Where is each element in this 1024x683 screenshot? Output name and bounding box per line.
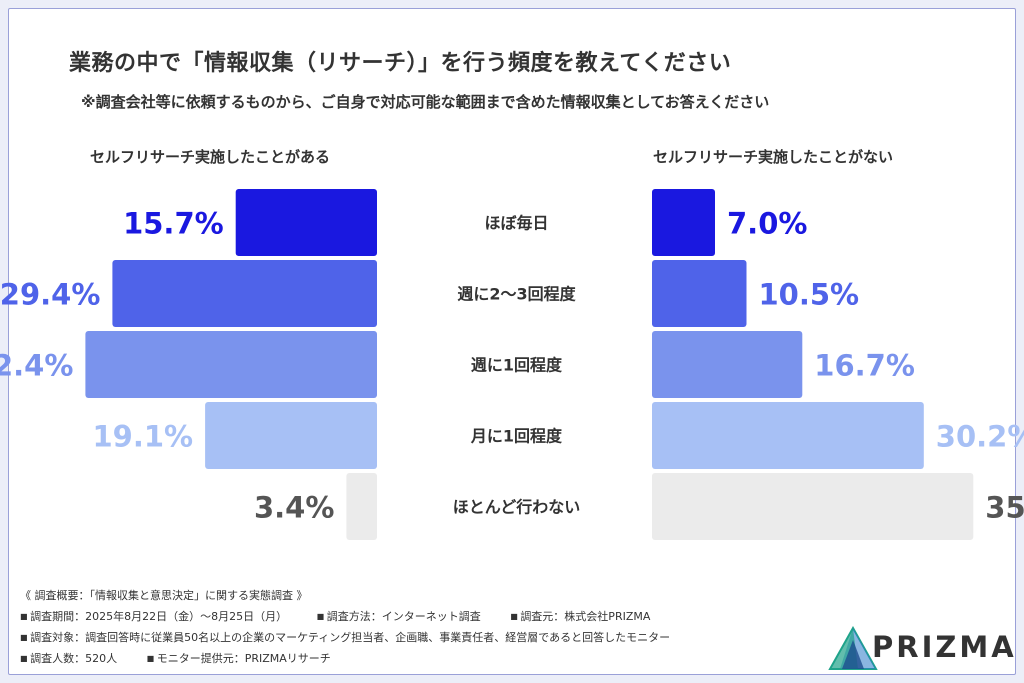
category-label-4: ほとんど行わない — [453, 498, 581, 517]
footer-heading: 《 調査概要：「情報収集と意思決定」に関する実態調査 》 — [20, 589, 308, 602]
left-value-label-4: 3.4% — [254, 491, 334, 525]
footer-method: 調査方法：インターネット調査 — [317, 610, 481, 623]
footer-count: 調査人数：520人 — [20, 652, 117, 665]
category-label-2: 週に1回程度 — [471, 356, 563, 375]
left-bar-2 — [85, 331, 378, 398]
left-value-label-1: 29.4% — [0, 278, 100, 312]
left-value-label-0: 15.7% — [123, 207, 224, 241]
prizma-logo-text: PRIZMA — [872, 630, 1017, 664]
category-label-1: 週に2〜3回程度 — [457, 285, 576, 304]
right-bar-0 — [652, 189, 715, 256]
survey-footer: 《 調査概要：「情報収集と意思決定」に関する実態調査 》 調査期間：2025年8… — [20, 585, 696, 669]
left-bar-0 — [235, 189, 377, 256]
left-bar-4 — [346, 473, 377, 540]
right-value-label-4: 35.7% — [985, 491, 1024, 525]
right-value-label-2: 16.7% — [814, 349, 915, 383]
right-value-label-1: 10.5% — [759, 278, 860, 312]
right-value-label-3: 30.2% — [936, 420, 1024, 454]
page-title: 業務の中で「情報収集（リサーチ）」を行う頻度を教えてください — [69, 51, 732, 76]
right-value-label-0: 7.0% — [727, 207, 807, 241]
right-bar-4 — [652, 473, 974, 540]
category-label-0: ほぼ毎日 — [484, 214, 548, 233]
right-bar-1 — [652, 260, 747, 327]
page-subtitle: ※調査会社等に依頼するものから、ご自身で対応可能な範囲まで含めた情報収集としてお… — [81, 93, 770, 111]
right-bar-2 — [652, 331, 803, 398]
category-label-3: 月に1回程度 — [470, 427, 563, 446]
left-value-label-2: 32.4% — [0, 349, 73, 383]
footer-target: 調査対象：調査回答時に従業員50名以上の企業のマーケティング担当者、企画職、事業… — [20, 631, 670, 644]
footer-organizer: 調査元：株式会社PRIZMA — [510, 610, 650, 623]
left-bar-1 — [112, 260, 378, 327]
left-bar-3 — [205, 402, 377, 469]
right-group-title: セルフリサーチ実施したことがない — [653, 148, 894, 166]
left-value-label-3: 19.1% — [92, 420, 193, 454]
right-bar-3 — [652, 402, 924, 469]
footer-period: 調査期間：2025年8月22日（金）〜8月25日（月） — [20, 610, 287, 623]
left-group-title: セルフリサーチ実施したことがある — [90, 148, 331, 166]
prizma-logo-icon — [828, 626, 878, 670]
footer-provider: モニター提供元：PRIZMAリサーチ — [147, 652, 331, 665]
